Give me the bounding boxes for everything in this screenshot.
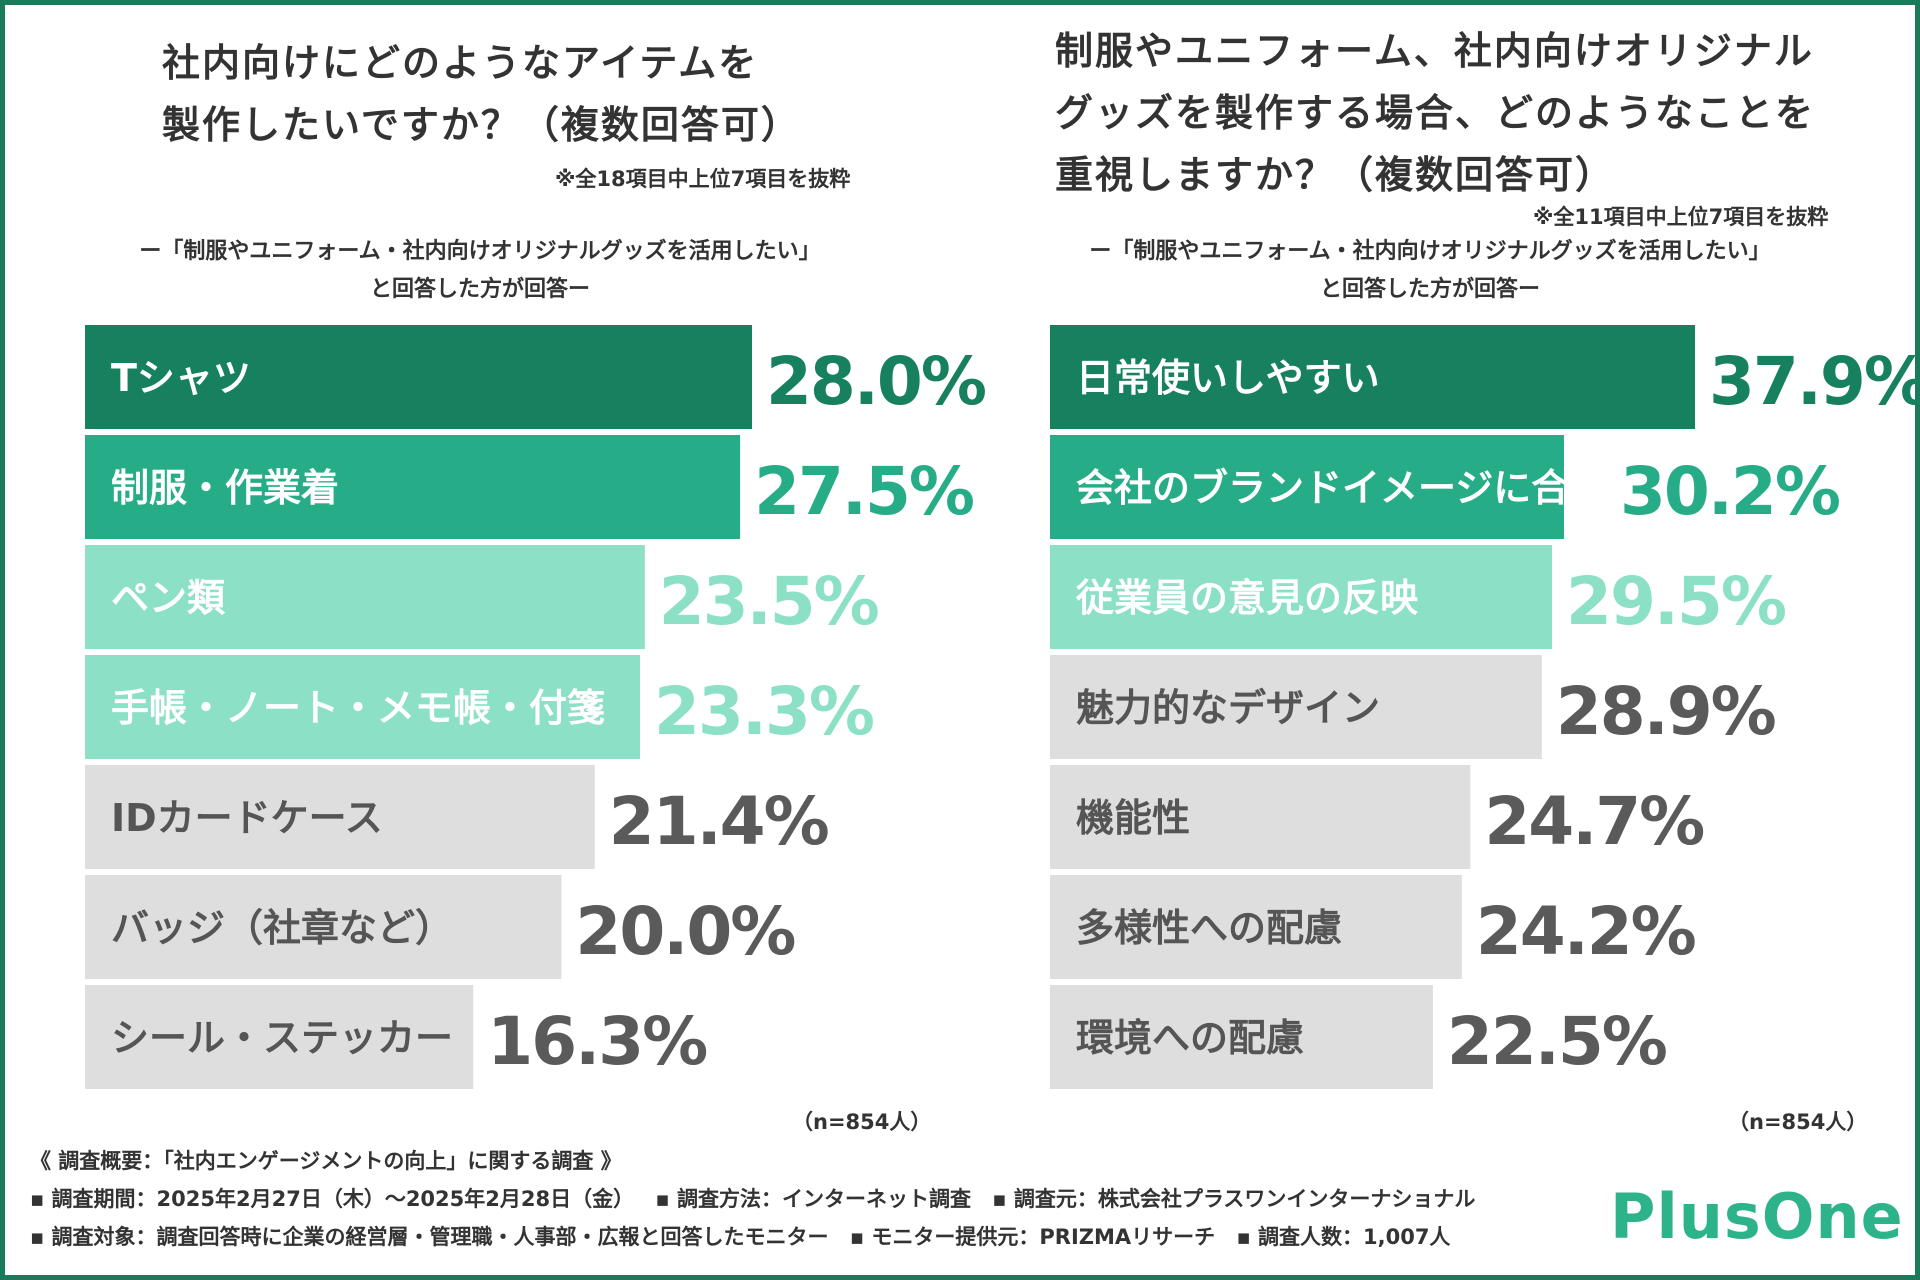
survey-method: ▪ 調査方法：インターネット調査 xyxy=(655,1187,971,1211)
bar-category-label: 従業員の意見の反映 xyxy=(1075,576,1418,620)
bar-right-1 xyxy=(1050,435,1564,539)
left-subtitle-line: と回答した方が回答ー xyxy=(369,277,590,302)
bar-category-label: 会社のブランドイメージに合う xyxy=(1076,466,1607,510)
bar-category-label: 多様性への配慮 xyxy=(1076,906,1342,950)
bar-category-label: 日常使いしやすい xyxy=(1076,356,1380,400)
survey-heading: 《 調査概要：「社内エンゲージメントの向上」に関する調査 》 xyxy=(30,1149,622,1173)
left-subtitle-line: ー「制服やユニフォーム・社内向けオリジナルグッズを活用したい」 xyxy=(139,239,821,264)
survey-source: ▪ 調査元：株式会社プラスワンインターナショナル xyxy=(992,1187,1476,1211)
survey-count: ▪ 調査人数：1,007人 xyxy=(1236,1225,1451,1249)
bar-value-label: 30.2% xyxy=(1620,453,1840,530)
logo-text-one: One xyxy=(1761,1180,1904,1253)
left-sample-size: （n=854人） xyxy=(792,1110,932,1134)
bar-value-label: 21.4% xyxy=(609,783,829,860)
bar-left-3 xyxy=(85,655,641,759)
bar-left-6 xyxy=(85,985,474,1089)
bar-right-0 xyxy=(1050,325,1695,429)
right-note: ※全11項目中上位7項目を抜粋 xyxy=(1533,205,1829,229)
left-title-line: 製作したいですか？（複数回答可） xyxy=(162,103,801,147)
bar-value-label: 23.3% xyxy=(654,673,874,750)
right-subtitle-line: と回答した方が回答ー xyxy=(1319,277,1540,302)
left-note: ※全18項目中上位7項目を抜粋 xyxy=(555,167,851,191)
right-title-line: 制服やユニフォーム、社内向けオリジナル xyxy=(1055,29,1814,73)
bar-category-label: シール・ステッカー xyxy=(111,1016,453,1060)
bar-right-3 xyxy=(1050,655,1542,759)
bar-value-label: 27.5% xyxy=(754,453,974,530)
bar-category-label: IDカードケース xyxy=(111,796,383,840)
bar-left-4 xyxy=(85,765,595,869)
bar-left-2 xyxy=(85,545,645,649)
bar-category-label: 制服・作業着 xyxy=(111,466,339,510)
bar-category-label: 魅力的なデザイン xyxy=(1076,686,1380,730)
bar-right-2 xyxy=(1050,545,1553,649)
survey-period: ▪ 調査期間：2025年2月27日（木）〜2025年2月28日（金） xyxy=(30,1187,635,1211)
bar-value-label: 16.3% xyxy=(487,1003,707,1080)
survey-target: ▪ 調査対象：調査回答時に企業の経営層・管理職・人事部・広報と回答したモニター xyxy=(30,1225,829,1249)
bar-category-label: 手帳・ノート・メモ帳・付箋 xyxy=(111,686,605,730)
survey-overview: 《 調査概要：「社内エンゲージメントの向上」に関する調査 》 ▪ 調査期間：20… xyxy=(30,1142,1590,1256)
logo-text-plus: Plus xyxy=(1610,1180,1762,1253)
right-title: 制服やユニフォーム、社内向けオリジナル グッズを製作する場合、どのようなことを … xyxy=(1055,20,1815,206)
bar-value-label: 22.5% xyxy=(1447,1003,1667,1080)
bar-left-1 xyxy=(85,435,741,539)
plusone-logo: PlusOne xyxy=(1610,1180,1904,1253)
bar-value-label: 28.9% xyxy=(1556,673,1776,750)
bar-category-label: 環境への配慮 xyxy=(1076,1016,1304,1060)
bar-value-label: 23.5% xyxy=(659,563,879,640)
bar-category-label: バッジ（社章など） xyxy=(111,906,453,950)
bar-category-label: 機能性 xyxy=(1076,796,1190,840)
right-subtitle-line: ー「制服やユニフォーム・社内向けオリジナルグッズを活用したい」 xyxy=(1089,239,1771,264)
right-title-line: グッズを製作する場合、どのようなことを xyxy=(1055,91,1816,135)
bar-right-4 xyxy=(1050,765,1471,869)
bar-value-label: 20.0% xyxy=(575,893,795,970)
bar-value-label: 24.7% xyxy=(1484,783,1704,860)
bar-right-6 xyxy=(1050,985,1433,1089)
bar-left-5 xyxy=(85,875,562,979)
bar-left-0 xyxy=(85,325,752,429)
left-title-line: 社内向けにどのようなアイテムを xyxy=(162,41,759,85)
bar-category-label: ペン類 xyxy=(111,576,226,620)
bar-value-label: 37.9% xyxy=(1709,343,1920,420)
bar-category-label: Tシャツ xyxy=(111,356,251,400)
bar-right-5 xyxy=(1050,875,1462,979)
right-title-line: 重視しますか？（複数回答可） xyxy=(1055,153,1616,197)
survey-row-2: ▪ 調査対象：調査回答時に企業の経営層・管理職・人事部・広報と回答したモニター … xyxy=(30,1218,1590,1256)
right-subtitle: ー「制服やユニフォーム・社内向けオリジナルグッズを活用したい」 と回答した方が回… xyxy=(1010,233,1850,309)
bar-value-label: 24.2% xyxy=(1476,893,1696,970)
left-title: 社内向けにどのようなアイテムを 製作したいですか？（複数回答可） xyxy=(162,32,801,156)
survey-row-1: ▪ 調査期間：2025年2月27日（木）〜2025年2月28日（金） ▪ 調査方… xyxy=(30,1180,1590,1218)
bar-value-label: 28.0% xyxy=(766,343,986,420)
right-sample-size: （n=854人） xyxy=(1728,1110,1868,1134)
left-subtitle: ー「制服やユニフォーム・社内向けオリジナルグッズを活用したい」 と回答した方が回… xyxy=(60,233,900,309)
bar-value-label: 29.5% xyxy=(1566,563,1786,640)
survey-provider: ▪ モニター提供元：PRIZMAリサーチ xyxy=(849,1225,1216,1249)
